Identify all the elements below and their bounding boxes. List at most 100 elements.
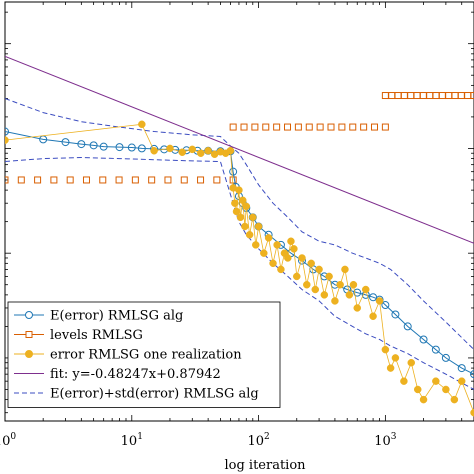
fit-line [5, 55, 474, 244]
mean-error-point [99, 142, 108, 151]
realization-point [298, 254, 306, 262]
realization-point [442, 385, 450, 394]
legend-entry: E(error) RMLSG alg [14, 309, 183, 324]
realization-point [235, 186, 243, 194]
realization-point [341, 265, 349, 274]
realization-point [269, 259, 277, 268]
legend-entry: levels RMLSG [14, 328, 143, 343]
level-marker [197, 176, 205, 184]
realization-point [166, 144, 174, 153]
mean-error-point [127, 143, 136, 152]
level-marker [470, 92, 474, 100]
level-marker [294, 123, 302, 131]
realization-point [386, 364, 395, 372]
realization-point [204, 147, 212, 155]
legend-label: levels RMLSG [50, 328, 143, 343]
realization-point [238, 196, 247, 205]
realization-point [400, 377, 408, 385]
x-tick-labels: 100 101 102 103 [0, 432, 397, 449]
realization-point [381, 345, 390, 354]
level-marker [371, 123, 379, 131]
realization-point [241, 222, 249, 231]
mean-error-point [61, 138, 70, 147]
realization-point [470, 408, 474, 417]
realization-point [226, 147, 235, 155]
legend-label: fit: y=-0.48247x+0.87942 [50, 367, 221, 382]
realization-point [264, 234, 273, 242]
realization-point [232, 207, 241, 216]
legend-marker [25, 311, 33, 319]
realization-point [254, 222, 263, 231]
level-marker [164, 176, 172, 184]
level-marker [229, 123, 237, 131]
legend-box [7, 301, 281, 408]
level-marker [5, 176, 9, 184]
mean-error-point [431, 345, 440, 354]
x-axis-title: log iteration [224, 458, 306, 473]
level-marker [349, 123, 357, 131]
realization-point [249, 213, 257, 222]
realization-point [252, 241, 260, 249]
realization-point [138, 120, 146, 129]
mean-error-point [419, 335, 428, 344]
plot-marks [5, 55, 474, 417]
realization-point [457, 377, 466, 385]
legend-entry: fit: y=-0.48247x+0.87942 [14, 367, 221, 382]
realization-point [345, 291, 354, 299]
realization-point [150, 147, 158, 155]
level-marker [327, 123, 335, 131]
level-marker [381, 123, 389, 131]
realization-point [353, 304, 361, 312]
legend: E(error) RMLSG alg levels RMLSG error RMLS… [7, 301, 281, 408]
level-marker [34, 176, 42, 184]
x-tick-label: 100 [0, 432, 16, 449]
realization-point [450, 395, 459, 404]
realization-point [290, 245, 298, 253]
realization-point [197, 149, 205, 157]
legend-marker [25, 331, 33, 338]
mean-error-point [391, 310, 400, 319]
mean-error-point [441, 353, 450, 362]
mean-error-point [470, 370, 474, 379]
mean-error-point [115, 143, 124, 152]
level-marker [338, 123, 346, 131]
legend-label: E(error) RMLSG alg [50, 309, 183, 324]
realization-point [315, 265, 323, 274]
x-tick-label: 102 [247, 432, 269, 449]
realization-point [391, 354, 400, 362]
level-marker [82, 176, 90, 184]
realization-point [413, 385, 422, 394]
realization-point [432, 377, 440, 385]
realization-point [293, 272, 301, 281]
realization-point [325, 272, 333, 281]
realization-point [273, 241, 281, 249]
level-marker [17, 176, 25, 184]
realization-point [361, 285, 370, 294]
level-marker [360, 123, 368, 131]
x-tick-label: 101 [121, 432, 143, 449]
level-marker [273, 123, 281, 131]
x-tick-label: 103 [374, 432, 397, 449]
mean-error-point [457, 364, 466, 373]
realization-point [231, 199, 239, 207]
realization-point [336, 280, 344, 289]
level-marker [115, 176, 123, 184]
realization-point [331, 297, 339, 305]
mean-error-point [137, 144, 146, 153]
legend-label: error RMLSG one realization [50, 348, 242, 363]
level-marker [50, 176, 58, 184]
mean-error-point [381, 301, 390, 310]
legend-entry: error RMLSG one realization [14, 348, 242, 363]
mean-error-point [353, 288, 362, 297]
mean-error-point [89, 141, 98, 150]
realization-point [303, 280, 311, 289]
mean-error-point [229, 167, 238, 176]
level-marker [240, 123, 248, 131]
legend-entry: E(error)+std(error) RMLSG alg [14, 387, 259, 402]
realization-point [236, 213, 245, 222]
realization-point [284, 254, 292, 262]
realization-point [369, 312, 377, 320]
level-marker [316, 123, 324, 131]
realization-point [349, 280, 358, 289]
